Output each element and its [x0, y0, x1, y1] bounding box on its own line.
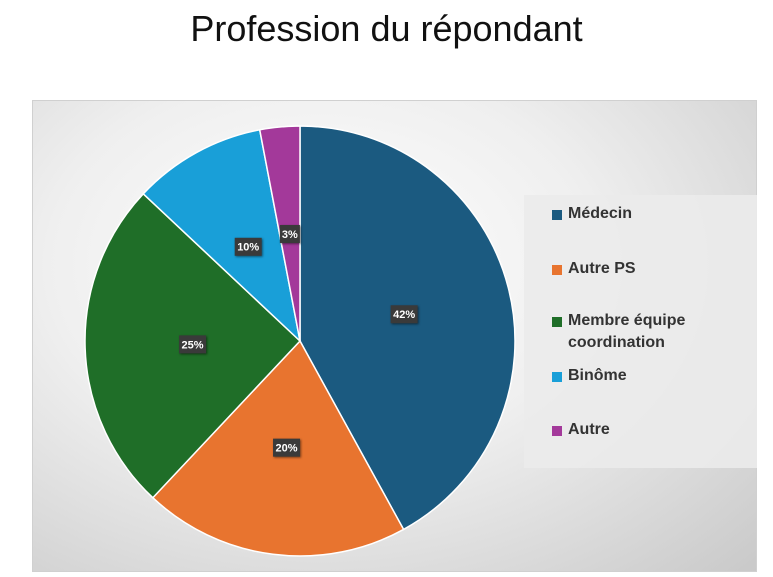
pie-slice: [258, 125, 301, 342]
legend-label: Autre PS: [568, 260, 636, 277]
legend-swatch: [552, 372, 562, 382]
legend-entry: Autre: [552, 419, 718, 441]
data-label: 3%: [282, 229, 298, 241]
legend-entry: Membre équipe coordination: [552, 310, 718, 354]
legend-label: Binôme: [568, 367, 627, 384]
data-label-box: [279, 224, 300, 243]
legend-entry: Binôme: [552, 365, 718, 387]
legend-swatch: [552, 317, 562, 327]
legend-label: Membre équipe coordination: [568, 312, 686, 351]
data-label-box: [273, 438, 301, 457]
data-label-box: [234, 237, 262, 256]
data-label-box: [390, 305, 418, 324]
legend-entry: Médecin: [552, 203, 718, 225]
data-label-box: [179, 335, 207, 354]
data-label: 20%: [276, 443, 298, 455]
data-label: 42%: [393, 309, 415, 321]
pie-slice: [142, 128, 302, 344]
data-label: 10%: [237, 242, 259, 254]
legend-label: Autre: [568, 421, 610, 438]
legend-entry: Autre PS: [552, 258, 718, 280]
data-label: 25%: [182, 339, 204, 351]
legend-swatch: [552, 210, 562, 220]
pie-slice: [299, 125, 516, 531]
legend-swatch: [552, 265, 562, 275]
chart-title: Profession du répondant: [190, 8, 583, 49]
legend-swatch: [552, 426, 562, 436]
legend: Médecin Autre PS Membre équipe coordinatio…: [524, 195, 757, 468]
legend-label: Médecin: [568, 205, 633, 222]
